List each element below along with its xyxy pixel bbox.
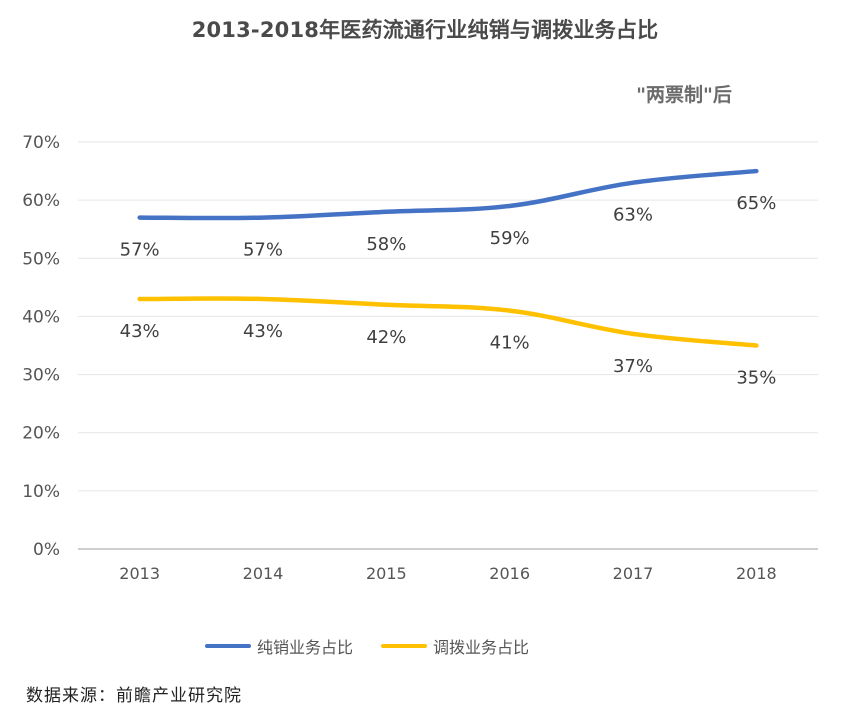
data-label: 57%: [243, 240, 283, 261]
data-label: 43%: [120, 321, 160, 342]
legend-item-pure-sales: 纯销业务占比: [205, 634, 353, 658]
line-chart: 0% 10% 20% 30% 40% 50% 60% 70% 2013 2014 2015 2016 2…: [22, 133, 818, 583]
data-label: 57%: [120, 240, 160, 261]
y-tick-label: 20%: [22, 424, 60, 444]
y-tick-label: 70%: [22, 133, 60, 153]
x-tick-label: 2015: [366, 564, 407, 583]
data-label: 65%: [736, 193, 776, 214]
y-tick-label: 60%: [22, 191, 60, 211]
data-label: 42%: [366, 327, 406, 348]
y-tick-label: 40%: [22, 307, 60, 327]
series-line-pure-sales: [137, 168, 759, 221]
series-line-allocation: [137, 296, 759, 348]
policy-annotation: "两票制"后: [636, 84, 732, 106]
data-label: 43%: [243, 321, 283, 342]
chart-canvas: 0% 10% 20% 30% 40% 50% 60% 70% 2013 2014 2015 2016 2…: [22, 133, 818, 583]
legend-swatch-allocation: [381, 644, 428, 648]
x-tick-label: 2016: [489, 564, 530, 583]
x-tick-label: 2017: [613, 564, 654, 583]
data-label: 41%: [490, 333, 530, 354]
data-label: 35%: [736, 368, 776, 389]
x-tick-label: 2013: [119, 564, 160, 583]
legend-swatch-pure-sales: [205, 644, 251, 648]
chart-legend: 纯销业务占比 调拨业务占比: [205, 634, 529, 658]
x-tick-label: 2014: [243, 564, 284, 583]
data-label: 63%: [613, 205, 653, 226]
y-tick-label: 0%: [33, 540, 60, 560]
data-source-note: 数据来源：前瞻产业研究院: [26, 686, 242, 706]
data-label: 59%: [490, 228, 530, 249]
legend-label-allocation: 调拨业务占比: [433, 638, 530, 657]
chart-title: 2013-2018年医药流通行业纯销与调拨业务占比: [191, 18, 659, 42]
x-tick-label: 2018: [736, 564, 777, 583]
y-tick-label: 50%: [22, 249, 60, 269]
data-label: 37%: [613, 356, 653, 377]
data-label: 58%: [366, 234, 406, 255]
legend-label-pure-sales: 纯销业务占比: [257, 638, 354, 657]
y-tick-label: 30%: [22, 366, 60, 386]
legend-item-allocation: 调拨业务占比: [381, 634, 529, 658]
y-tick-label: 10%: [22, 482, 60, 502]
